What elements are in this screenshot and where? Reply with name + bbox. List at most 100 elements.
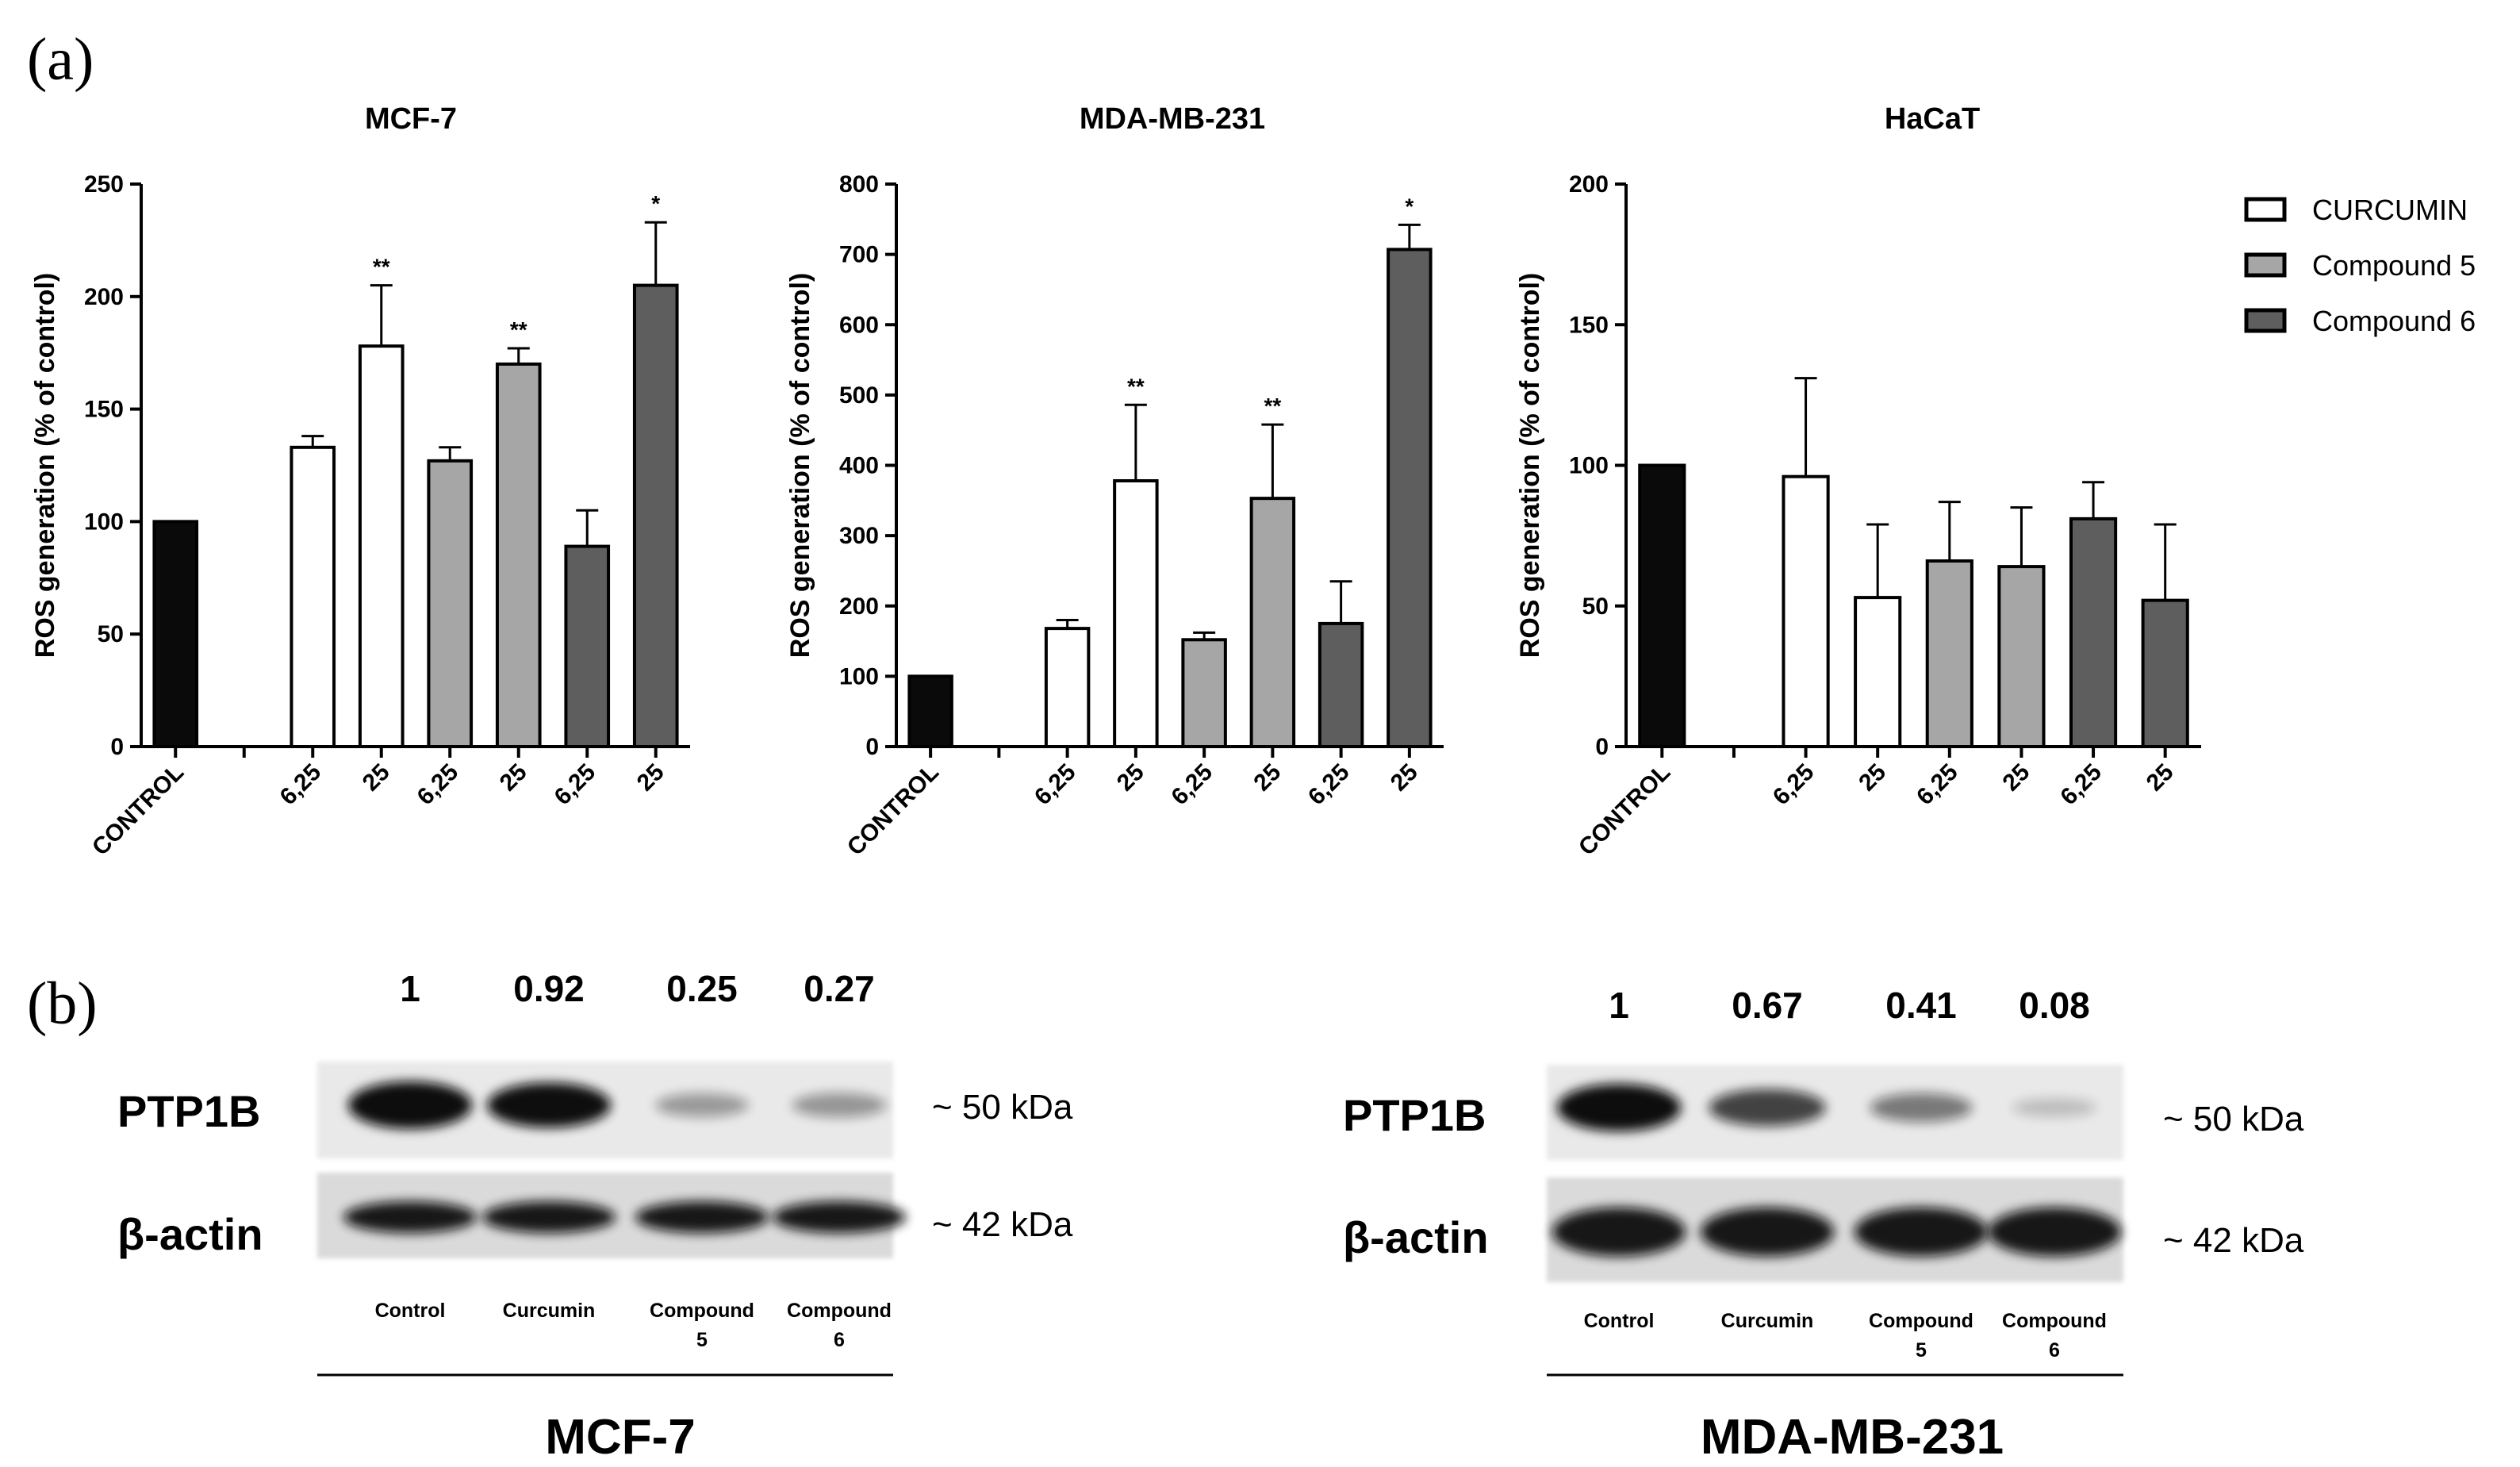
y-tick-label: 800	[839, 171, 879, 198]
blot-cell-line-title: MCF-7	[545, 1410, 695, 1465]
y-tick-label: 0	[865, 734, 879, 760]
x-tick-label: 6,25	[412, 759, 464, 811]
lane-label: Compound	[1869, 1310, 1973, 1332]
lane-label: Compound	[2002, 1310, 2107, 1332]
lane-label: Curcumin	[1721, 1310, 1814, 1332]
x-tick-label: 25	[2142, 759, 2179, 797]
chart-legend: CURCUMIN Compound 5 Compound 6	[2244, 194, 2476, 337]
ptp1b-label: PTP1B	[1343, 1090, 1486, 1140]
y-tick-label: 100	[84, 509, 124, 535]
lane-label: Control	[1584, 1310, 1655, 1332]
actin-band	[772, 1201, 907, 1234]
x-tick-label: 6,25	[1166, 759, 1218, 811]
lane-label: Compound	[787, 1300, 892, 1322]
bar	[1249, 497, 1296, 748]
significance-marker: **	[510, 317, 527, 342]
blot-1: 1 0.92 0.25 0.27 PTP1B β-actin ~ 50 kDa ~ 42 kD…	[117, 968, 1073, 1465]
bar	[495, 362, 542, 748]
y-tick-label: 200	[1569, 171, 1609, 198]
chart-1: MCF-7 ROS generation (% of control) 0 50 100…	[30, 102, 690, 861]
lane-label: Curcumin	[503, 1300, 596, 1322]
x-tick-label: 25	[632, 759, 669, 797]
legend-swatch	[2244, 252, 2287, 278]
legend-label: Compound 5	[2312, 249, 2476, 282]
y-tick-label: 500	[839, 382, 879, 409]
x-tick-label: CONTROL	[842, 759, 944, 861]
actin-kda-label: ~ 42 kDa	[2163, 1221, 2304, 1260]
bar	[1782, 474, 1830, 748]
blot-cell-line-title: MDA-MB-231	[1701, 1410, 2004, 1465]
legend-item: Compound 5	[2244, 249, 2476, 282]
x-tick-label: 6,25	[1768, 759, 1820, 811]
y-axis-label: ROS generation (% of control)	[1515, 273, 1545, 658]
significance-marker: **	[1127, 374, 1145, 398]
ptp1b-band	[655, 1093, 749, 1117]
band-quantification: 1	[1609, 985, 1629, 1026]
band-quantification: 1	[400, 968, 420, 1009]
y-tick-label: 150	[84, 397, 124, 423]
ptp1b-band	[347, 1081, 473, 1129]
x-tick-label: 6,25	[275, 759, 327, 811]
y-tick-label: 600	[839, 312, 879, 338]
bar	[290, 445, 336, 748]
legend-label: Compound 6	[2312, 305, 2476, 337]
legend-item: Compound 6	[2244, 305, 2476, 337]
x-tick-label: 25	[358, 759, 395, 797]
actin-band	[1552, 1207, 1686, 1257]
significance-marker: *	[1405, 194, 1413, 218]
ptp1b-kda-label: ~ 50 kDa	[2163, 1100, 2304, 1139]
ptp1b-band	[486, 1082, 612, 1128]
western-blots-group: 1 0.92 0.25 0.27 PTP1B β-actin ~ 50 kDa ~ 42 kD…	[117, 968, 2304, 1465]
y-tick-label: 150	[1569, 312, 1609, 338]
ptp1b-band	[1870, 1093, 1973, 1123]
lane-label: Control	[375, 1300, 446, 1322]
ptp1b-label: PTP1B	[117, 1086, 261, 1136]
x-tick-label: 25	[495, 759, 532, 797]
band-quantification: 0.67	[1732, 985, 1803, 1026]
actin-band	[1854, 1207, 1989, 1257]
x-tick-label: 6,25	[1030, 759, 1081, 811]
lane-label: 5	[1916, 1339, 1927, 1361]
bar	[1113, 478, 1159, 748]
y-tick-label: 700	[839, 242, 879, 268]
y-tick-label: 200	[839, 593, 879, 620]
chart-title: HaCaT	[1885, 102, 1980, 136]
bar	[1181, 638, 1227, 748]
band-quantification: 0.41	[1885, 985, 1957, 1026]
lane-label: 6	[2049, 1339, 2060, 1361]
bar	[1318, 621, 1364, 748]
y-tick-label: 100	[1569, 453, 1609, 479]
actin-band	[1987, 1207, 2122, 1257]
x-tick-label: 25	[1997, 759, 2035, 797]
bar	[2141, 598, 2189, 748]
y-tick-label: 300	[839, 523, 879, 549]
panel-b-label: (b)	[27, 970, 98, 1037]
bar-charts-group: MCF-7 ROS generation (% of control) 0 50 100…	[30, 102, 2201, 861]
x-tick-label: 25	[1112, 759, 1149, 797]
bar	[358, 344, 405, 748]
ptp1b-kda-label: ~ 50 kDa	[932, 1088, 1073, 1127]
y-tick-label: 200	[84, 284, 124, 310]
lane-label: Compound	[650, 1300, 754, 1322]
legend-item: CURCUMIN	[2244, 194, 2468, 226]
band-quantification: 0.08	[2019, 985, 2090, 1026]
ptp1b-band	[1709, 1089, 1826, 1127]
y-tick-label: 0	[1595, 734, 1609, 760]
bar	[1387, 248, 1433, 748]
chart-2: MDA-MB-231 ROS generation (% of control) 0…	[785, 102, 1444, 861]
x-tick-label: 25	[1248, 759, 1286, 797]
legend-label: CURCUMIN	[2312, 194, 2468, 226]
lane-label: 5	[696, 1329, 708, 1351]
chart-title: MDA-MB-231	[1080, 102, 1265, 136]
bar	[632, 283, 679, 748]
bar	[1638, 463, 1686, 748]
bar	[1997, 565, 2046, 748]
bar	[1925, 559, 1973, 749]
y-tick-label: 250	[84, 171, 124, 198]
actin-kda-label: ~ 42 kDa	[932, 1205, 1073, 1244]
beta-actin-label: β-actin	[117, 1209, 263, 1259]
bar	[564, 544, 611, 749]
x-tick-label: CONTROL	[1574, 759, 1675, 861]
band-quantification: 0.92	[513, 968, 585, 1009]
